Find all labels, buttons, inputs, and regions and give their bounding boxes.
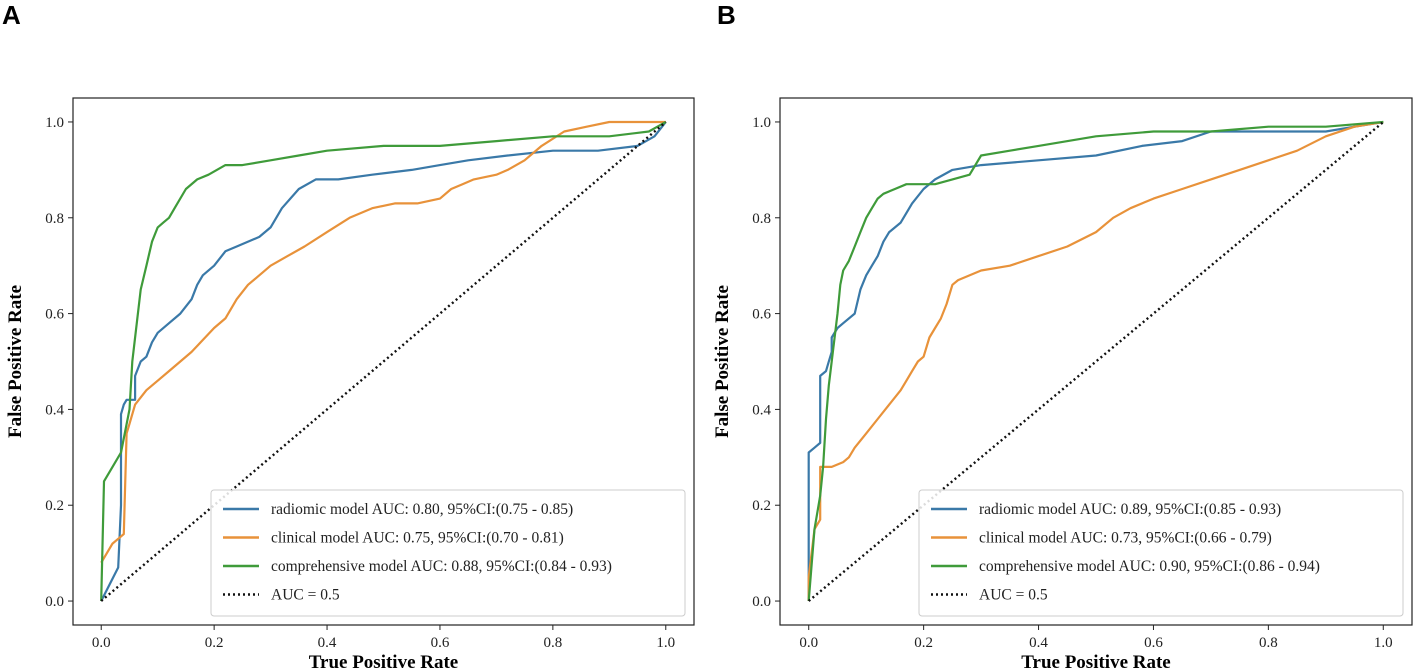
- x-tick-label: 0.4: [318, 635, 337, 651]
- y-tick-label: 0.0: [752, 594, 771, 610]
- legend-entry-3: AUC = 0.5: [979, 587, 1048, 604]
- x-tick-label: 1.0: [656, 635, 675, 651]
- y-tick-label: 0.8: [45, 211, 64, 227]
- legend: radiomic model AUC: 0.89, 95%CI:(0.85 - …: [919, 490, 1403, 616]
- x-tick-label: 0.2: [914, 635, 933, 651]
- x-axis-title: True Positive Rate: [1021, 652, 1171, 671]
- y-tick-label: 0.4: [752, 402, 771, 418]
- legend-entry-3: AUC = 0.5: [271, 587, 340, 604]
- roc-chart-a: 0.0 0.2 0.4 0.6 0.8 1.0 0.0 0.2 0.4 0.6 0.8 1.0 True…: [5, 98, 694, 671]
- y-tick-label: 1.0: [752, 115, 771, 131]
- x-tick-label: 0.4: [1029, 635, 1048, 651]
- y-tick-label: 0.6: [45, 307, 64, 323]
- y-tick-label: 1.0: [45, 115, 64, 131]
- legend-entry-2: comprehensive model AUC: 0.88, 95%CI:(0.…: [271, 558, 612, 575]
- legend: radiomic model AUC: 0.80, 95%CI:(0.75 - …: [211, 490, 685, 616]
- y-axis-title: False Positive Rate: [5, 285, 26, 438]
- legend-entry-0: radiomic model AUC: 0.89, 95%CI:(0.85 - …: [979, 501, 1281, 518]
- x-tick-label: 1.0: [1374, 635, 1393, 651]
- roc-chart-b: 0.0 0.2 0.4 0.6 0.8 1.0 0.0 0.2 0.4 0.6 0.8 1.0 True…: [712, 98, 1412, 671]
- legend-entry-1: clinical model AUC: 0.75, 95%CI:(0.70 - …: [271, 530, 564, 547]
- panel-a-label: A: [2, 0, 21, 30]
- x-tick-label: 0.8: [543, 635, 562, 651]
- y-tick-label: 0.2: [45, 498, 64, 514]
- legend-entry-1: clinical model AUC: 0.73, 95%CI:(0.66 - …: [979, 530, 1272, 547]
- y-tick-label: 0.2: [752, 498, 771, 514]
- x-tick-label: 0.0: [92, 635, 111, 651]
- x-tick-label: 0.0: [799, 635, 818, 651]
- legend-entry-2: comprehensive model AUC: 0.90, 95%CI:(0.…: [979, 558, 1320, 575]
- x-tick-label: 0.8: [1259, 635, 1278, 651]
- x-tick-label: 0.6: [431, 635, 450, 651]
- y-tick-label: 0.6: [752, 307, 771, 323]
- y-tick-label: 0.8: [752, 211, 771, 227]
- panel-b-label: B: [717, 0, 736, 30]
- legend-entry-0: radiomic model AUC: 0.80, 95%CI:(0.75 - …: [271, 501, 573, 518]
- y-axis-title: False Positive Rate: [712, 285, 733, 438]
- y-tick-label: 0.0: [45, 594, 64, 610]
- y-tick-label: 0.4: [45, 402, 64, 418]
- roc-figure: A B 0.0 0.2 0.4 0.6 0.8 1.0 0.0 0.2 0.4 0.6 0.8 1.0…: [0, 0, 1418, 671]
- x-axis-title: True Positive Rate: [309, 652, 459, 671]
- x-tick-label: 0.2: [205, 635, 224, 651]
- x-tick-label: 0.6: [1144, 635, 1163, 651]
